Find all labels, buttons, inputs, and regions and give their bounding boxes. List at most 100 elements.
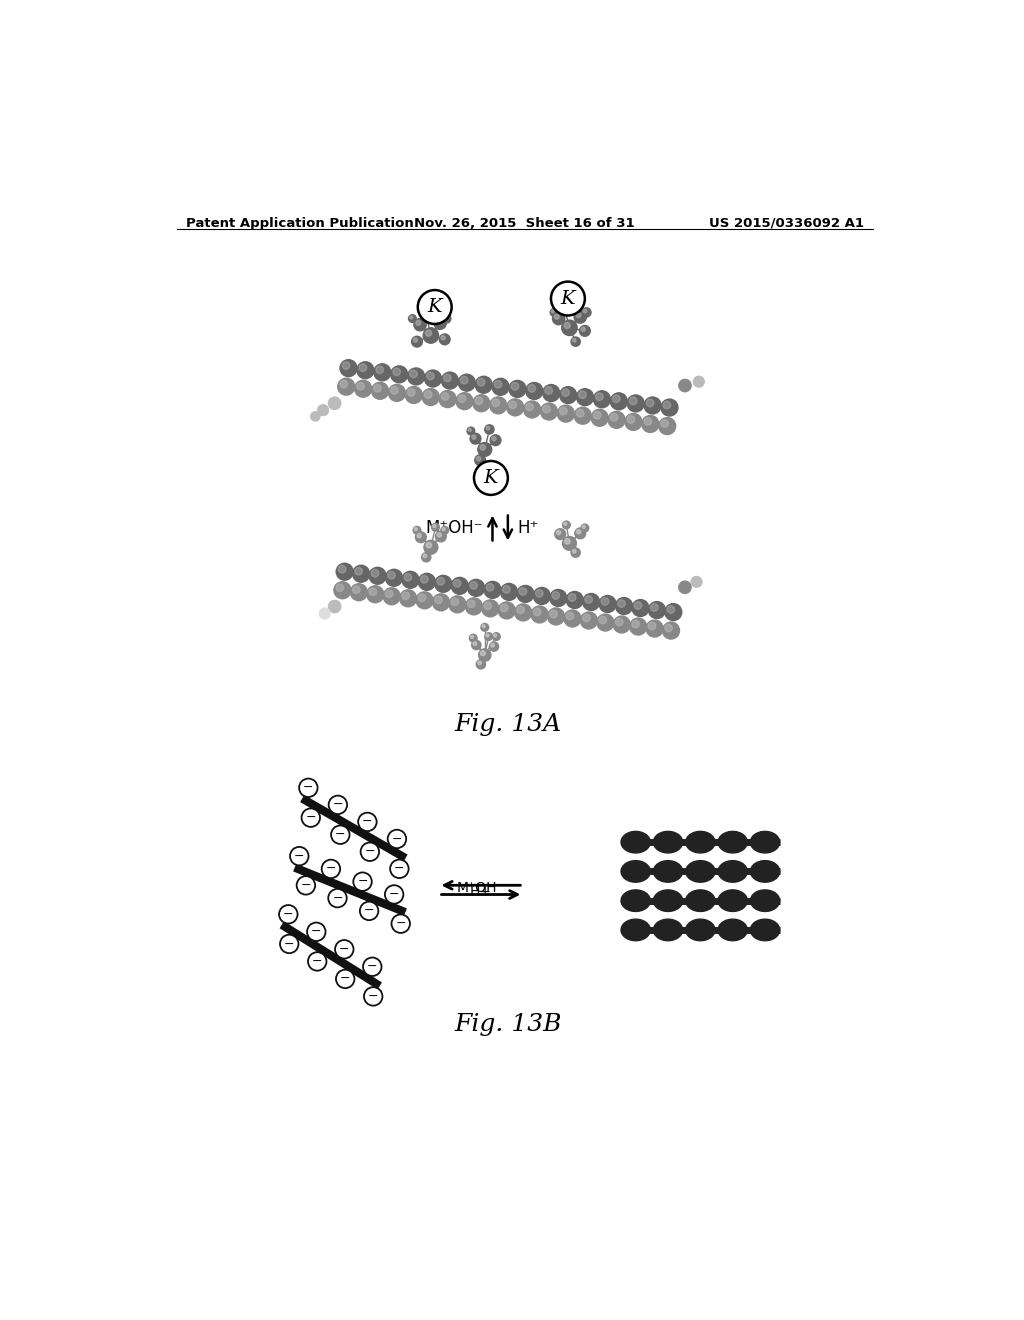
Circle shape bbox=[503, 586, 510, 593]
Circle shape bbox=[357, 362, 374, 379]
Circle shape bbox=[423, 327, 438, 343]
Circle shape bbox=[693, 376, 705, 387]
Circle shape bbox=[434, 317, 446, 330]
Circle shape bbox=[409, 314, 416, 322]
Circle shape bbox=[492, 437, 496, 441]
Circle shape bbox=[572, 549, 577, 553]
Circle shape bbox=[477, 661, 481, 665]
Circle shape bbox=[419, 573, 435, 590]
Circle shape bbox=[517, 606, 524, 614]
Circle shape bbox=[406, 387, 422, 404]
Circle shape bbox=[495, 380, 502, 388]
Circle shape bbox=[399, 590, 417, 607]
Circle shape bbox=[452, 598, 459, 606]
Circle shape bbox=[437, 533, 441, 537]
Circle shape bbox=[486, 634, 489, 638]
Text: −: − bbox=[326, 862, 336, 875]
Circle shape bbox=[556, 531, 561, 535]
Circle shape bbox=[336, 583, 344, 591]
Circle shape bbox=[499, 602, 515, 619]
Circle shape bbox=[475, 376, 493, 393]
Circle shape bbox=[372, 383, 388, 399]
Circle shape bbox=[480, 445, 485, 450]
Circle shape bbox=[452, 577, 468, 594]
Circle shape bbox=[436, 319, 440, 323]
Circle shape bbox=[456, 392, 473, 409]
Circle shape bbox=[416, 321, 421, 325]
Circle shape bbox=[334, 582, 351, 599]
Circle shape bbox=[562, 536, 577, 550]
Circle shape bbox=[599, 616, 606, 624]
Circle shape bbox=[385, 569, 402, 586]
Circle shape bbox=[385, 886, 403, 904]
Circle shape bbox=[352, 565, 370, 582]
Circle shape bbox=[336, 564, 353, 581]
Circle shape bbox=[376, 366, 384, 374]
Text: Nov. 26, 2015  Sheet 16 of 31: Nov. 26, 2015 Sheet 16 of 31 bbox=[415, 216, 635, 230]
Circle shape bbox=[467, 428, 475, 434]
Circle shape bbox=[410, 370, 418, 378]
Circle shape bbox=[338, 565, 346, 573]
Circle shape bbox=[580, 326, 590, 337]
Circle shape bbox=[454, 579, 461, 587]
Circle shape bbox=[338, 378, 354, 395]
Circle shape bbox=[478, 442, 492, 457]
Text: −: − bbox=[339, 942, 349, 956]
Circle shape bbox=[615, 598, 633, 615]
Circle shape bbox=[391, 366, 408, 383]
Circle shape bbox=[353, 873, 372, 891]
Circle shape bbox=[574, 407, 591, 424]
Text: −: − bbox=[394, 862, 404, 875]
Circle shape bbox=[560, 387, 577, 404]
Circle shape bbox=[374, 364, 391, 380]
Circle shape bbox=[354, 380, 372, 397]
Circle shape bbox=[475, 455, 485, 466]
Circle shape bbox=[441, 372, 459, 389]
Circle shape bbox=[536, 590, 543, 597]
Ellipse shape bbox=[653, 890, 683, 911]
Circle shape bbox=[404, 573, 412, 581]
Circle shape bbox=[360, 842, 379, 861]
Circle shape bbox=[525, 403, 534, 411]
Circle shape bbox=[555, 529, 565, 540]
Circle shape bbox=[486, 426, 489, 430]
Circle shape bbox=[610, 393, 628, 409]
Text: K: K bbox=[427, 298, 442, 315]
Circle shape bbox=[583, 614, 590, 622]
Circle shape bbox=[459, 374, 475, 391]
Circle shape bbox=[559, 408, 567, 414]
Circle shape bbox=[417, 533, 422, 537]
Circle shape bbox=[358, 813, 377, 832]
Circle shape bbox=[418, 594, 426, 602]
Circle shape bbox=[551, 281, 585, 315]
Circle shape bbox=[531, 606, 548, 623]
Circle shape bbox=[393, 368, 400, 376]
Circle shape bbox=[473, 395, 489, 412]
Circle shape bbox=[472, 640, 481, 649]
Circle shape bbox=[442, 528, 445, 531]
Circle shape bbox=[350, 583, 368, 601]
Circle shape bbox=[319, 609, 330, 619]
Circle shape bbox=[526, 383, 543, 400]
Circle shape bbox=[612, 395, 621, 403]
Circle shape bbox=[388, 384, 406, 401]
Text: −: − bbox=[367, 960, 378, 973]
Circle shape bbox=[648, 602, 666, 619]
Circle shape bbox=[329, 888, 347, 907]
Circle shape bbox=[489, 397, 507, 413]
Circle shape bbox=[581, 327, 586, 331]
Circle shape bbox=[461, 376, 468, 384]
Circle shape bbox=[422, 388, 439, 405]
Circle shape bbox=[650, 603, 658, 611]
Circle shape bbox=[290, 847, 308, 866]
Ellipse shape bbox=[751, 832, 779, 853]
Circle shape bbox=[663, 622, 680, 639]
Circle shape bbox=[426, 543, 431, 548]
Circle shape bbox=[574, 528, 586, 539]
Circle shape bbox=[572, 338, 577, 342]
Circle shape bbox=[388, 830, 407, 849]
Circle shape bbox=[408, 368, 425, 385]
Circle shape bbox=[579, 391, 587, 399]
Circle shape bbox=[486, 583, 494, 591]
Text: −: − bbox=[335, 828, 345, 841]
